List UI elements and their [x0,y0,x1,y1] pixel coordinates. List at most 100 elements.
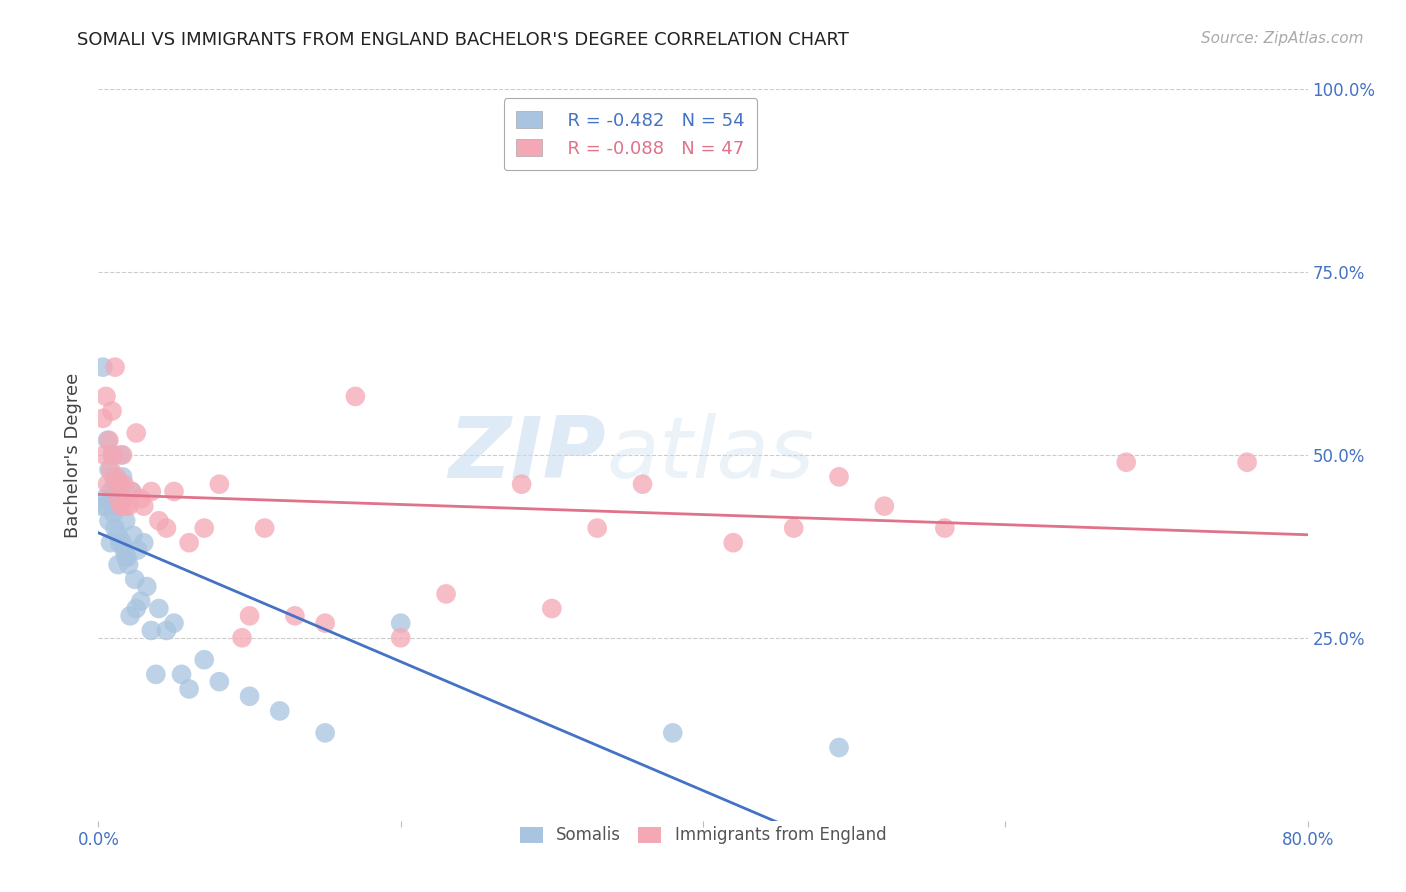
Point [112,477,135,491]
Point [586,521,609,535]
Point [873,499,896,513]
Point [104,521,127,535]
Point [118,499,141,513]
Point [828,740,851,755]
Point [118,558,141,572]
Point [141,484,163,499]
Point [540,601,562,615]
Point [121,484,143,499]
Point [208,674,231,689]
Point [170,667,193,681]
Point [101,491,124,506]
Point [108,477,131,491]
Point [125,425,148,440]
Point [96,477,118,491]
Point [314,726,336,740]
Point [107,491,129,506]
Text: SOMALI VS IMMIGRANTS FROM ENGLAND BACHELOR'S DEGREE CORRELATION CHART: SOMALI VS IMMIGRANTS FROM ENGLAND BACHEL… [77,31,849,49]
Point [107,558,129,572]
Point [98,462,121,476]
Point [93,448,115,462]
Point [163,616,186,631]
Point [111,448,134,462]
Point [110,491,132,506]
Point [389,631,412,645]
Point [103,470,125,484]
Point [193,653,215,667]
Point [100,484,122,499]
Point [94,389,117,403]
Point [94,499,117,513]
Point [100,535,122,549]
Point [141,624,163,638]
Point [129,594,152,608]
Point [91,411,114,425]
Point [125,601,148,615]
Point [284,608,307,623]
Point [132,535,155,549]
Point [661,726,683,740]
Point [239,608,262,623]
Point [104,477,127,491]
Point [127,543,149,558]
Point [1115,455,1137,469]
Point [163,484,186,499]
Point [110,448,132,462]
Point [231,631,253,645]
Point [114,499,136,513]
Point [100,462,122,476]
Point [155,624,177,638]
Point [115,550,138,565]
Point [124,572,146,586]
Point [91,360,114,375]
Point [510,477,533,491]
Point [132,499,155,513]
Point [103,507,125,521]
Point [114,514,136,528]
Point [389,616,412,631]
Point [314,616,336,631]
Text: atlas: atlas [606,413,814,497]
Point [98,434,121,448]
Point [129,491,152,506]
Point [193,521,215,535]
Point [121,484,143,499]
Point [135,580,157,594]
Point [96,434,118,448]
Point [101,404,124,418]
Y-axis label: Bachelor's Degree: Bachelor's Degree [65,372,83,538]
Point [105,484,128,499]
Point [111,535,134,549]
Point [105,499,128,513]
Point [631,477,654,491]
Point [108,477,131,491]
Point [112,543,135,558]
Point [104,360,127,375]
Point [110,499,132,513]
Point [101,448,124,462]
Point [1236,455,1258,469]
Legend: Somalis, Immigrants from England: Somalis, Immigrants from England [512,818,894,853]
Point [179,681,201,696]
Point [105,470,128,484]
Point [434,587,457,601]
Point [122,528,145,542]
Point [145,667,167,681]
Point [239,690,262,704]
Point [269,704,291,718]
Point [148,601,170,615]
Point [111,470,134,484]
Point [148,514,170,528]
Point [98,514,121,528]
Point [723,535,745,549]
Point [114,550,136,565]
Point [103,448,125,462]
Point [253,521,276,535]
Point [107,528,129,542]
Point [179,535,201,549]
Point [90,499,112,513]
Point [120,608,142,623]
Text: ZIP: ZIP [449,413,606,497]
Point [783,521,806,535]
Point [155,521,177,535]
